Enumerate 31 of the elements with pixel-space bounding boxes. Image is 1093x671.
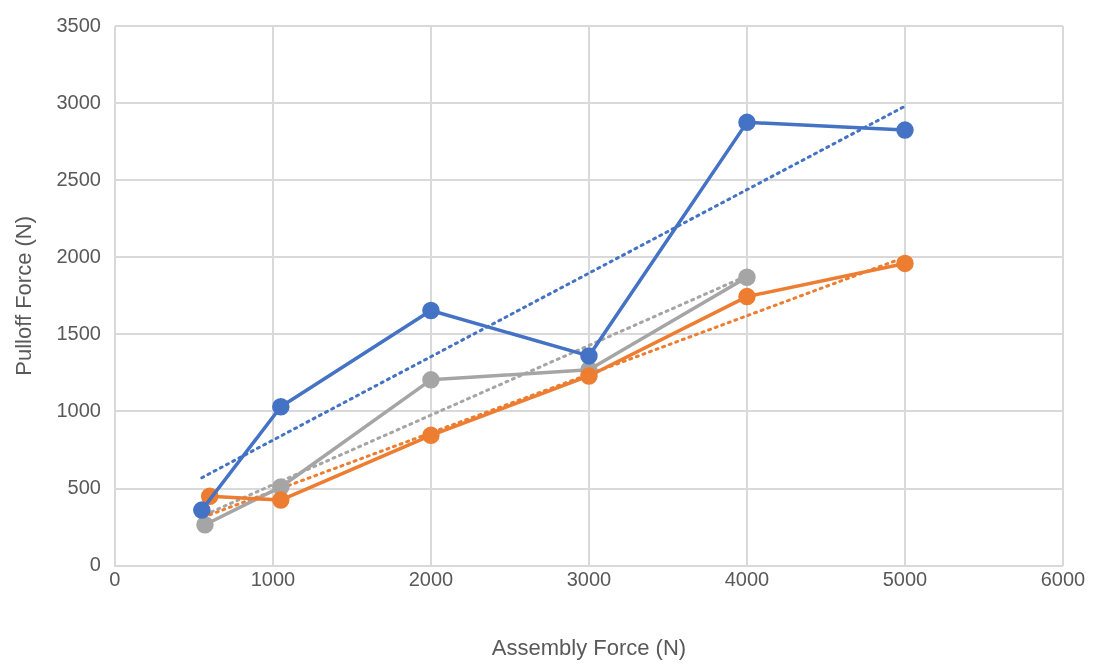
x-tick-label: 4000 [724, 568, 770, 591]
point [196, 516, 214, 534]
point [738, 287, 756, 306]
y-tick-label: 1500 [56, 321, 101, 344]
point [738, 268, 756, 287]
point [422, 371, 440, 389]
point [272, 491, 290, 509]
x-tick-label: 6000 [1040, 568, 1086, 591]
point [580, 347, 598, 365]
point [896, 254, 914, 273]
x-tick-label: 0 [109, 568, 121, 591]
x-tick-label: 1000 [250, 568, 296, 591]
point [193, 501, 211, 519]
y-tick-label: 0 [89, 553, 101, 576]
y-tick-label: 500 [67, 476, 101, 499]
y-axis-title: Pulloff Force (N) [11, 215, 37, 376]
point [896, 121, 914, 139]
point [422, 301, 440, 320]
y-tick-label: 3500 [56, 13, 101, 36]
y-tick-label: 2000 [56, 244, 101, 267]
y-tick-label: 2500 [56, 167, 101, 190]
y-tick-label: 1000 [56, 398, 101, 421]
point [272, 398, 290, 416]
x-tick-label: 5000 [882, 568, 928, 591]
point [422, 426, 440, 445]
x-axis-title: Assembly Force (N) [491, 634, 687, 660]
point [580, 367, 598, 385]
x-tick-label: 2000 [408, 568, 454, 591]
point [738, 113, 756, 132]
x-tick-label: 3000 [566, 568, 612, 591]
y-tick-label: 3000 [56, 90, 101, 113]
